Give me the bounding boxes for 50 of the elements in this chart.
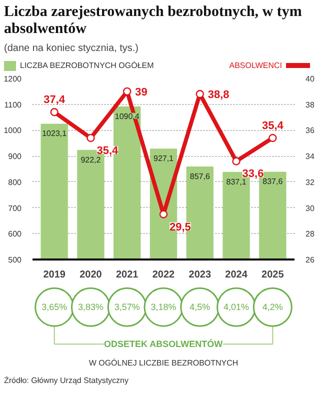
text: ODSETEK ABSOLWENTÓW	[104, 339, 224, 350]
y2-tick-label: 32	[306, 178, 315, 187]
y-tick-label: 1200	[4, 74, 22, 84]
x-tick-label: 2025	[262, 270, 284, 280]
data-label: 29,5	[170, 221, 191, 234]
text: 3,65%	[42, 302, 68, 312]
text: 3,57%	[114, 302, 140, 312]
data-label: 39	[135, 86, 148, 98]
x-tick-label: 2021	[116, 270, 139, 280]
chart-title: Liczba zarejestrowanych bezrobotnych, w tym absolwentów	[4, 4, 303, 38]
x-tick-label: 2020	[80, 270, 102, 280]
x-tick-label: 2022	[152, 270, 176, 280]
y-tick-label: 900	[8, 152, 22, 162]
text: 4,2%	[262, 302, 283, 312]
data-label: 927,1	[153, 154, 174, 164]
text: 4,01%	[224, 302, 250, 312]
data-label: 35,4	[262, 120, 284, 132]
text: Źródło: Główny Urząd Statystyczny	[4, 375, 128, 386]
y-tick-label: 800	[8, 178, 22, 187]
y2-tick-label: 28	[306, 230, 315, 239]
data-label: 37,4	[44, 94, 66, 106]
x-tick-label: 2024	[225, 270, 248, 280]
text: 3,18%	[150, 302, 176, 312]
text: ABSOLWENCI	[229, 60, 282, 72]
y2-tick-label: 38	[306, 100, 315, 110]
data-label: 38,8	[208, 89, 230, 102]
text: 3,83%	[78, 302, 104, 312]
data-label: 1023,1	[42, 129, 68, 138]
chart-subtitle: (dane na koniec stycznia, tys.)	[4, 42, 139, 56]
data-label: 857,6	[190, 172, 210, 182]
y2-tick-label: 40	[306, 74, 315, 84]
text: 4,5%	[190, 302, 210, 312]
y-tick-label: 1000	[4, 126, 22, 136]
y-tick-label: 500	[8, 256, 22, 264]
y-tick-label: 700	[8, 204, 22, 213]
x-tick-label: 2023	[188, 270, 212, 280]
data-label: 922,2	[80, 155, 102, 164]
y2-tick-label: 34	[306, 152, 315, 162]
data-label: 35,4	[96, 144, 120, 157]
data-label: 1090,4	[114, 112, 140, 121]
data-label: 837,6	[262, 177, 284, 186]
y-tick-label: 600	[8, 230, 22, 239]
y2-tick-label: 36	[306, 126, 315, 136]
y2-tick-label: 26	[306, 256, 315, 264]
text: W OGÓLNEJ LICZBIE BEZROBOTNYCH	[88, 358, 238, 368]
x-tick-label: 2019	[43, 270, 66, 280]
legend-label: LICZBA BEZROBOTNYCH OGÓŁEM	[20, 60, 154, 72]
y-tick-label: 1100	[4, 100, 22, 110]
data-label: 33,6	[242, 168, 264, 180]
y2-tick-label: 30	[306, 204, 315, 213]
